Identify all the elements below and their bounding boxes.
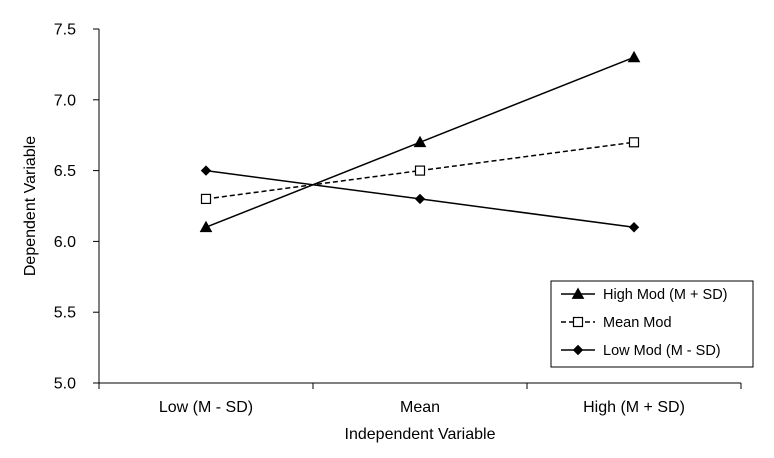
legend-entry: Mean Mod <box>561 315 672 331</box>
y-tick-label: 7.0 <box>54 92 76 109</box>
data-point <box>627 50 641 63</box>
legend-marker <box>571 287 585 299</box>
y-tick-label: 6.0 <box>54 234 76 251</box>
data-point <box>199 220 213 233</box>
y-axis-title: Dependent Variable <box>22 136 39 276</box>
data-point <box>414 193 426 205</box>
data-point <box>413 135 427 148</box>
legend: High Mod (M + SD) Mean Mod Low Mod (M - SD… <box>550 280 754 368</box>
data-point <box>200 193 212 205</box>
y-tick-label: 5.5 <box>54 305 76 322</box>
legend-label: High Mod (M + SD) <box>603 287 728 303</box>
data-point <box>414 165 426 176</box>
x-tick-label: High (M + SD) <box>583 399 685 416</box>
legend-entry: Low Mod (M - SD) <box>561 343 721 359</box>
legend-box <box>550 280 754 368</box>
x-tick-label: Mean <box>400 399 440 416</box>
y-ticks: 5.0 5.5 6.0 6.5 7.0 7.5 <box>54 22 99 393</box>
legend-items: High Mod (M + SD) Mean Mod Low Mod (M - SD… <box>561 287 728 359</box>
data-point <box>628 137 640 148</box>
series-2 <box>200 137 640 205</box>
x-tick-label: Low (M - SD) <box>159 399 253 416</box>
data-point <box>628 222 640 233</box>
axes <box>98 29 741 384</box>
y-tick-label: 6.5 <box>54 163 76 180</box>
y-tick-label: 7.5 <box>54 22 76 39</box>
legend-label: Mean Mod <box>603 315 672 331</box>
legend-entry: High Mod (M + SD) <box>561 287 728 303</box>
series-1 <box>199 50 641 233</box>
legend-marker <box>572 344 584 356</box>
x-axis-title: Independent Variable <box>345 426 496 443</box>
series-3 <box>200 165 640 233</box>
x-ticks: Low (M - SD) Mean High (M + SD) <box>98 383 742 416</box>
data-point <box>200 165 212 176</box>
legend-label: Low Mod (M - SD) <box>603 343 721 359</box>
series-layer <box>199 50 641 233</box>
y-tick-label: 5.0 <box>54 376 76 393</box>
legend-marker <box>572 316 584 328</box>
